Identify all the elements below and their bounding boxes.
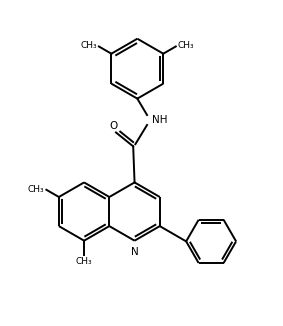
Text: O: O (109, 121, 117, 131)
Text: N: N (131, 247, 138, 257)
Text: CH₃: CH₃ (76, 257, 93, 266)
Text: CH₃: CH₃ (81, 41, 98, 50)
Text: NH: NH (152, 115, 167, 125)
Text: CH₃: CH₃ (28, 185, 44, 194)
Text: CH₃: CH₃ (177, 41, 194, 50)
